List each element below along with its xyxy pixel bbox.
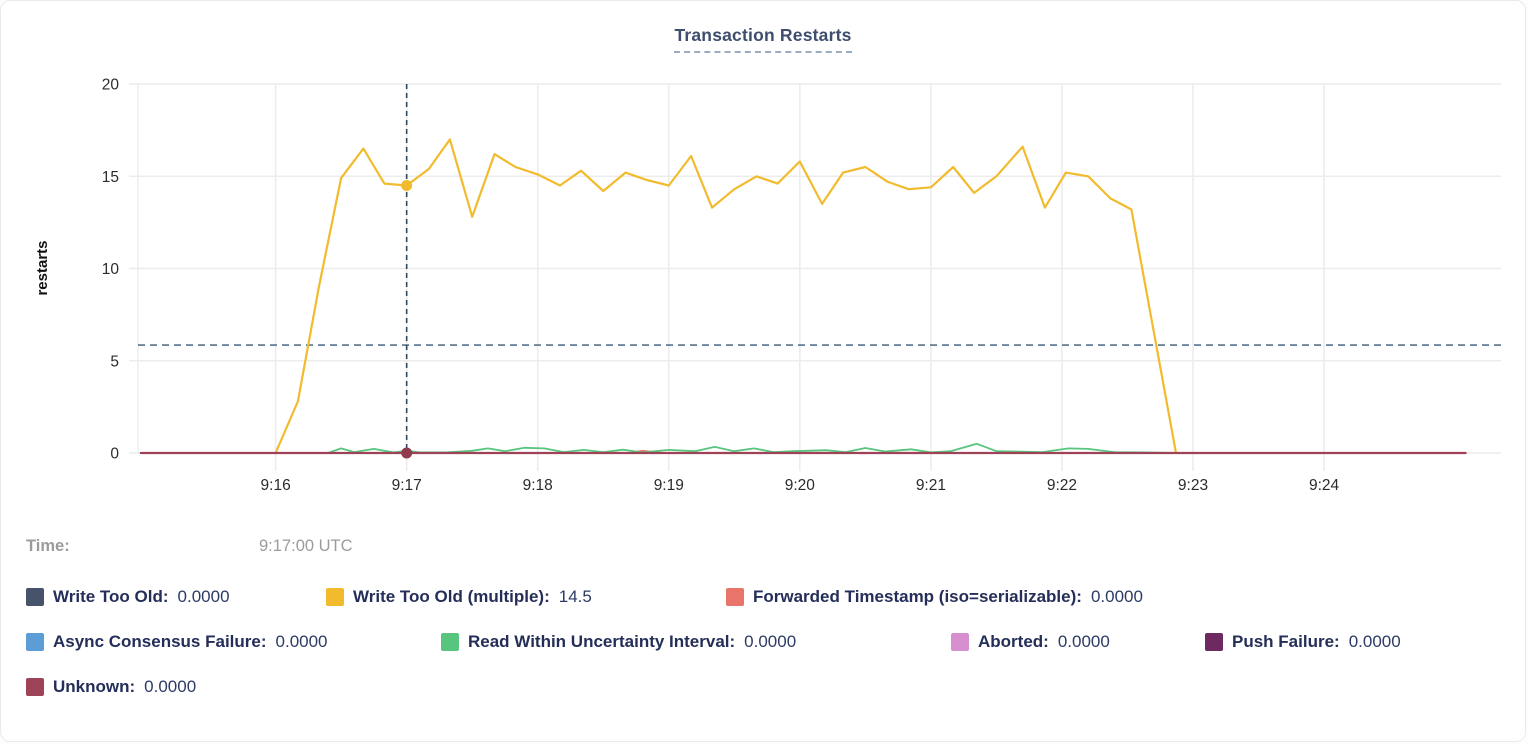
series-line-write-too-old-multiple bbox=[274, 138, 1178, 455]
legend-swatch-icon bbox=[326, 588, 344, 606]
legend-label: Aborted: bbox=[978, 632, 1049, 651]
legend-value: 0.0000 bbox=[144, 677, 197, 696]
legend-swatch-icon bbox=[441, 633, 459, 651]
legend-label: Push Failure: bbox=[1232, 632, 1340, 651]
transaction-restarts-chart[interactable]: 0 5 10 15 20 9:16 9:17 9:18 9:19 9:20 9:21 9:22 9:23… bbox=[1, 1, 1526, 506]
y-axis-title: restarts bbox=[34, 240, 51, 295]
chart-title[interactable]: Transaction Restarts bbox=[674, 25, 852, 53]
chart-legend: Write Too Old: 0.0000 Write Too Old (multi… bbox=[26, 587, 1500, 722]
y-axis-tick-label: 20 bbox=[102, 77, 120, 94]
time-readout-label: Time: bbox=[26, 537, 70, 555]
legend-value: 0.0000 bbox=[1057, 632, 1110, 651]
legend-value: 0.0000 bbox=[1348, 632, 1401, 651]
x-axis-tick-label: 9:20 bbox=[785, 477, 816, 494]
legend-item-unknown: Unknown: 0.0000 bbox=[26, 677, 196, 697]
legend-label: Forwarded Timestamp (iso=serializable): bbox=[753, 587, 1082, 606]
x-axis-tick-label: 9:16 bbox=[261, 477, 291, 494]
x-axis-tick-label: 9:19 bbox=[654, 477, 684, 494]
legend-swatch-icon bbox=[726, 588, 744, 606]
legend-label: Write Too Old: bbox=[53, 587, 169, 606]
series-line-read-within-uncertainty-interval bbox=[327, 442, 1181, 454]
legend-item-read-within-uncertainty-interval: Read Within Uncertainty Interval: 0.0000 bbox=[441, 632, 951, 652]
y-axis-tick-label: 15 bbox=[102, 169, 119, 186]
chart-header: Transaction Restarts bbox=[1, 25, 1525, 53]
y-axis-tick-label: 5 bbox=[110, 353, 119, 370]
x-axis-tick-label: 9:21 bbox=[916, 477, 946, 494]
y-axis-tick-label: 0 bbox=[110, 446, 119, 463]
legend-row: Async Consensus Failure: 0.0000 Read Withi… bbox=[26, 632, 1500, 652]
crosshair-dot bbox=[401, 447, 413, 459]
time-readout: Time: 9:17:00 UTC bbox=[26, 537, 1506, 556]
x-axis-tick-label: 9:23 bbox=[1178, 477, 1208, 494]
legend-swatch-icon bbox=[26, 678, 44, 696]
legend-label: Write Too Old (multiple): bbox=[353, 587, 550, 606]
crosshair-dot bbox=[401, 179, 413, 191]
legend-swatch-icon bbox=[1205, 633, 1223, 651]
legend-item-write-too-old-multiple: Write Too Old (multiple): 14.5 bbox=[326, 587, 726, 607]
legend-item-push-failure: Push Failure: 0.0000 bbox=[1205, 632, 1401, 652]
time-readout-value: 9:17:00 UTC bbox=[259, 537, 353, 555]
legend-label: Async Consensus Failure: bbox=[53, 632, 267, 651]
legend-item-aborted: Aborted: 0.0000 bbox=[951, 632, 1205, 652]
legend-value: 0.0000 bbox=[1090, 587, 1143, 606]
legend-value: 14.5 bbox=[558, 587, 592, 606]
legend-row: Unknown: 0.0000 bbox=[26, 677, 1500, 697]
legend-label: Read Within Uncertainty Interval: bbox=[468, 632, 736, 651]
y-axis-tick-label: 10 bbox=[102, 261, 120, 278]
x-axis-tick-label: 9:24 bbox=[1309, 477, 1340, 494]
legend-value: 0.0000 bbox=[275, 632, 328, 651]
x-axis-tick-label: 9:17 bbox=[392, 477, 422, 494]
x-axis-tick-label: 9:22 bbox=[1047, 477, 1077, 494]
legend-value: 0.0000 bbox=[177, 587, 230, 606]
legend-swatch-icon bbox=[26, 633, 44, 651]
legend-row: Write Too Old: 0.0000 Write Too Old (multi… bbox=[26, 587, 1500, 607]
legend-item-forwarded-timestamp-iso-serializable: Forwarded Timestamp (iso=serializable): 0… bbox=[726, 587, 1143, 607]
legend-item-async-consensus-failure: Async Consensus Failure: 0.0000 bbox=[26, 632, 441, 652]
legend-label: Unknown: bbox=[53, 677, 136, 696]
x-axis-tick-label: 9:18 bbox=[523, 477, 553, 494]
legend-swatch-icon bbox=[951, 633, 969, 651]
legend-swatch-icon bbox=[26, 588, 44, 606]
legend-item-write-too-old: Write Too Old: 0.0000 bbox=[26, 587, 326, 607]
legend-value: 0.0000 bbox=[744, 632, 797, 651]
